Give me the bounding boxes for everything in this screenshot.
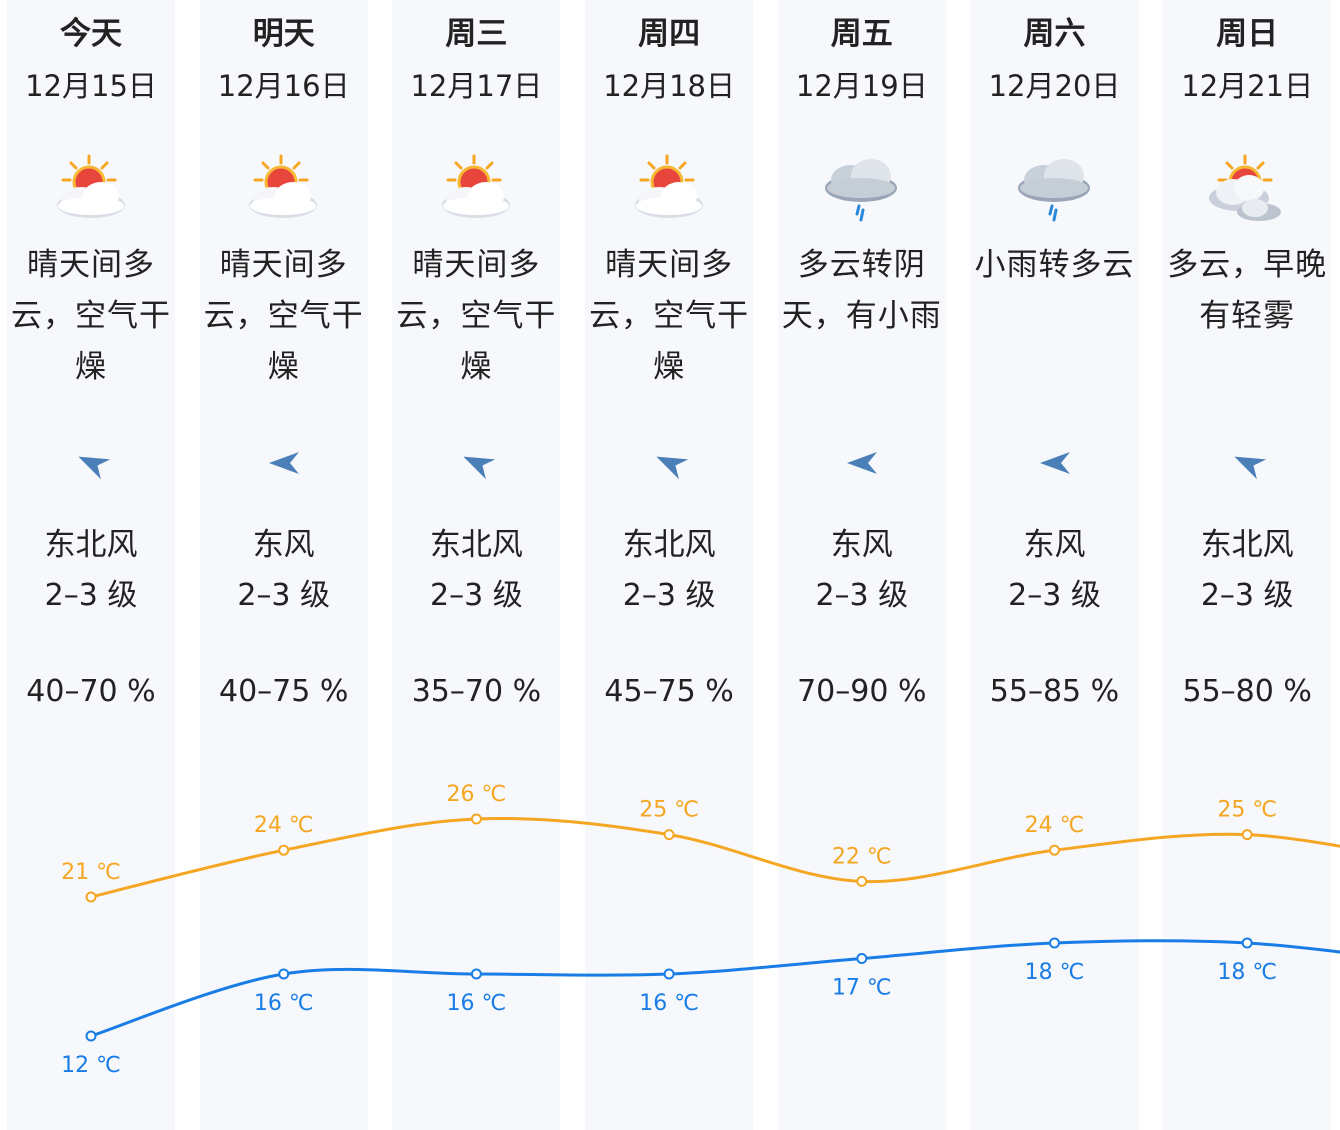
sun-behind-cloud-icon [441, 154, 510, 218]
weather-description: 晴天间多云，空气干燥 [589, 247, 750, 385]
cloud-icon [1208, 175, 1281, 221]
day-column: 今天 12月15日 晴天间多云，空气干燥 东北风 2–3 级 40–70 % [0, 0, 188, 1130]
day-label: 明天 [252, 16, 315, 52]
wind-level: 2–3 级 [237, 578, 331, 613]
wind-level: 2–3 级 [1200, 578, 1294, 613]
date-label: 12月21日 [1181, 69, 1314, 103]
sun-behind-cloud-icon [249, 154, 318, 218]
weather-description: 晴天间多云，空气干燥 [396, 247, 557, 385]
date-label: 12月17日 [410, 69, 543, 103]
humidity: 40–70 % [26, 674, 156, 709]
day-column: 明天 12月16日 晴天间多云，空气干燥 东风 2–3 级 40–75 % [187, 0, 380, 1130]
humidity: 35–70 % [411, 674, 542, 709]
day-label: 周日 [1216, 16, 1279, 52]
wind-direction: 东风 [830, 527, 893, 563]
day-column: 周日 12月21日 多云，早晚有轻雾 东北风 2–3 级 [1151, 0, 1340, 1130]
day-label: 今天 [60, 16, 122, 52]
weather-description: 小雨转多云 [974, 247, 1135, 283]
raindrop-icon [855, 204, 865, 222]
wind-direction: 东北风 [1200, 527, 1294, 563]
humidity: 55–80 % [1182, 674, 1312, 709]
wind-direction: 东北风 [44, 527, 138, 563]
wind-direction: 东北风 [429, 527, 523, 563]
raindrop-icon [1048, 204, 1058, 222]
day-label: 周六 [1023, 16, 1086, 52]
humidity: 55–85 % [989, 674, 1120, 709]
cloud-icon [634, 182, 703, 218]
day-label: 周五 [830, 16, 893, 52]
wind-direction: 东风 [1023, 527, 1086, 563]
humidity: 40–75 % [218, 674, 349, 709]
wind-east-arrow-icon [847, 452, 878, 474]
day-column: 周五 12月19日 多云转阴天，有小雨 东风 2–3 级 70–90 % [765, 0, 958, 1130]
day-label: 周四 [638, 16, 701, 52]
cloud-icon [441, 182, 510, 218]
wind-level: 2–3 级 [430, 578, 523, 613]
weather-description: 晴天间多云，空气干燥 [11, 247, 171, 385]
date-label: 12月20日 [988, 69, 1121, 103]
cloud-icon [249, 182, 318, 218]
wind-northeast-arrow-icon [77, 456, 110, 480]
cloud-icon [1018, 159, 1090, 202]
wind-northeast-arrow-icon [655, 456, 688, 480]
wind-level: 2–3 级 [622, 578, 716, 613]
humidity: 70–90 % [797, 674, 927, 709]
wind-northeast-arrow-icon [463, 456, 496, 480]
wind-east-arrow-icon [1040, 452, 1070, 474]
cloud-icon [825, 159, 898, 202]
date-label: 12月19日 [795, 69, 928, 103]
wind-level: 2–3 级 [1008, 578, 1101, 613]
weather-description: 多云，早晚有轻雾 [1167, 247, 1328, 334]
wind-east-arrow-icon [269, 452, 300, 474]
wind-level: 2–3 级 [815, 578, 909, 613]
cloud-icon [56, 182, 125, 218]
date-label: 12月15日 [25, 69, 157, 103]
day-label: 周三 [445, 16, 508, 52]
wind-direction: 东北风 [622, 527, 716, 563]
day-column: 周六 12月20日 小雨转多云 东风 2–3 级 55–85 % [958, 0, 1151, 1130]
weather-description: 晴天间多云，空气干燥 [203, 247, 364, 385]
sun-behind-cloud-icon [56, 154, 125, 218]
date-label: 12月16日 [217, 69, 350, 103]
rain-cloud-icon [825, 159, 898, 222]
partly-cloudy-icon [1208, 154, 1281, 221]
day-column: 周三 12月17日 晴天间多云，空气干燥 东北风 2–3 级 35–70 % [380, 0, 573, 1130]
wind-northeast-arrow-icon [1234, 456, 1266, 480]
wind-level: 2–3 级 [44, 578, 138, 613]
rain-cloud-icon [1018, 159, 1090, 222]
weather-description: 多云转阴天，有小雨 [781, 247, 942, 334]
wind-direction: 东风 [252, 527, 315, 563]
date-label: 12月18日 [603, 69, 735, 103]
humidity: 45–75 % [604, 674, 734, 709]
day-column: 周四 12月18日 晴天间多云，空气干燥 东北风 2–3 级 45–75 % [573, 0, 766, 1130]
sun-behind-cloud-icon [634, 154, 703, 218]
